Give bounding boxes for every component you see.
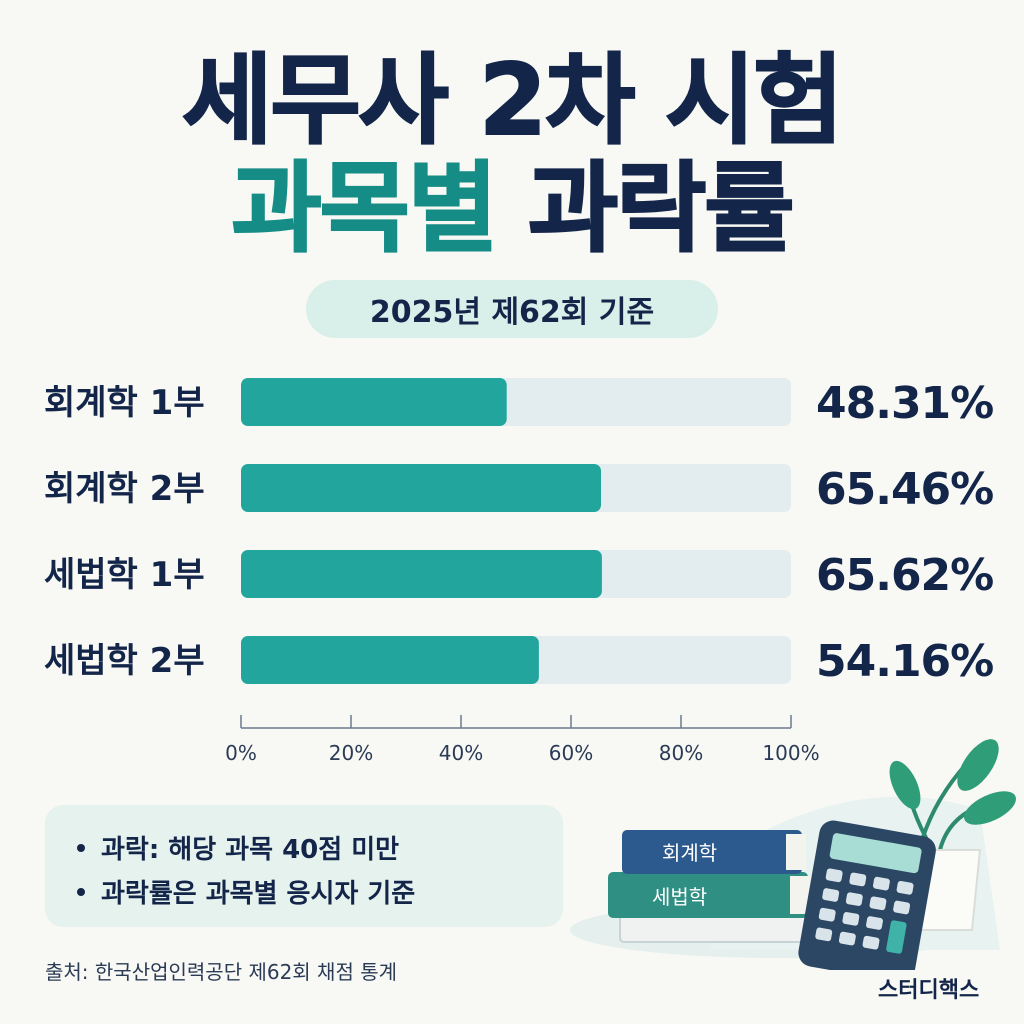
x-tick-label: 20% <box>329 741 373 765</box>
value-label: 54.16% <box>816 636 993 687</box>
source-note: 출처: 한국산업인력공단 제62회 채점 통계 <box>45 960 398 984</box>
title-rest: 과락률 <box>527 152 795 266</box>
bar-chart: 회계학 1부 48.31% 회계학 2부 65.46% 세법학 1부 65.62% 세법학 … <box>44 378 994 765</box>
note-text: 과락: 해당 과목 40점 미만 <box>101 835 400 865</box>
calculator-icon <box>798 820 936 970</box>
value-label: 65.62% <box>816 550 993 601</box>
x-tick-label: 80% <box>659 741 703 765</box>
notes-box: 과락: 해당 과목 40점 미만 과락률은 과목별 응시자 기준 <box>45 805 563 927</box>
note-item: 과락률은 과목별 응시자 기준 <box>77 873 415 910</box>
category-label: 세법학 2부 <box>44 641 205 681</box>
bar <box>241 378 507 426</box>
book-label-bottom: 세법학 <box>652 885 707 909</box>
books-calculator-plant-illustration: 세법학 회계학 <box>570 739 1016 970</box>
note-text: 과락률은 과목별 응시자 기준 <box>101 879 416 909</box>
bullet-icon <box>77 887 85 896</box>
x-tick-label: 100% <box>762 741 819 765</box>
value-label: 48.31% <box>816 378 993 429</box>
page-title-line1: 세무사 2차 시험 <box>181 44 844 158</box>
bar <box>241 550 602 598</box>
book-label-top: 회계학 <box>662 841 717 865</box>
category-label: 회계학 2부 <box>44 469 205 509</box>
bullet-icon <box>77 843 85 852</box>
page-title-line2: 과목별 과락률 <box>0 159 1024 259</box>
subtitle-text: 2025년 제62회 기준 <box>369 295 655 330</box>
bar <box>241 464 602 512</box>
category-label: 회계학 1부 <box>44 383 205 423</box>
value-label: 65.46% <box>816 464 993 515</box>
brand-logo: 스터디핵스 <box>878 978 980 1003</box>
title-highlight: 과목별 <box>230 152 498 266</box>
bar <box>241 636 539 684</box>
subtitle-badge: 2025년 제62회 기준 <box>306 280 718 338</box>
x-tick-label: 0% <box>225 741 257 765</box>
books-icon: 세법학 회계학 <box>608 830 812 943</box>
x-tick-label: 60% <box>549 741 593 765</box>
category-label: 세법학 1부 <box>44 555 205 595</box>
x-tick-label: 40% <box>439 741 483 765</box>
note-item: 과락: 해당 과목 40점 미만 <box>77 829 399 866</box>
